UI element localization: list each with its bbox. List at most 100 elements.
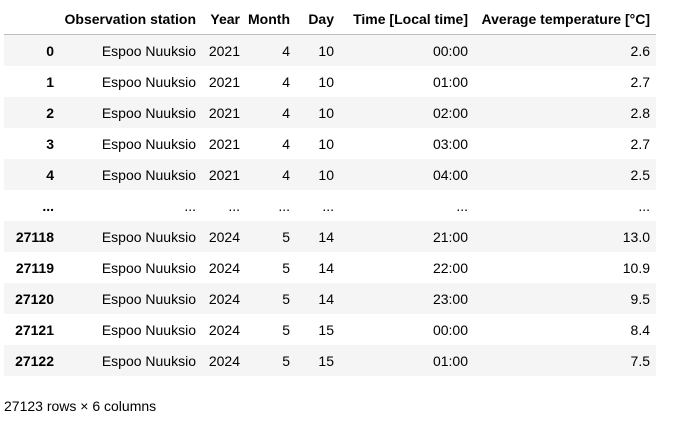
- cell-average-temperature: 2.7: [630, 135, 650, 152]
- cell-average-temperature: 2.6: [630, 42, 650, 59]
- cell-year: 2021: [208, 135, 240, 152]
- header-row: Observation station Year Month Day Time …: [4, 4, 656, 35]
- cell-time: 02:00: [432, 104, 468, 121]
- cell-month: 5: [282, 290, 290, 307]
- cell-month: 4: [282, 166, 290, 183]
- cell-time: 22:00: [432, 259, 468, 276]
- header-year: Year: [202, 4, 244, 35]
- cell-average-temperature: ...: [638, 197, 650, 214]
- cell-month: 4: [282, 135, 290, 152]
- cell-year: 2024: [208, 290, 240, 307]
- header-day: Day: [294, 4, 341, 35]
- cell-time: 01:00: [432, 352, 468, 369]
- cell-month: ...: [278, 197, 290, 214]
- table-row: 27119 Espoo Nuuksio 2024 5 14 22:00 10.9: [4, 252, 656, 283]
- row-index: 27121: [15, 321, 54, 338]
- cell-time: 01:00: [432, 73, 468, 90]
- row-index: 2: [46, 104, 54, 121]
- table-row: 3 Espoo Nuuksio 2021 4 10 03:00 2.7: [4, 128, 656, 159]
- cell-year: 2024: [208, 321, 240, 338]
- cell-average-temperature: 8.4: [630, 321, 650, 338]
- cell-day: 15: [318, 321, 334, 338]
- table-row: 1 Espoo Nuuksio 2021 4 10 01:00 2.7: [4, 66, 656, 97]
- row-index: 4: [46, 166, 54, 183]
- cell-observation-station: Espoo Nuuksio: [101, 352, 196, 369]
- row-index: 0: [46, 42, 54, 59]
- cell-month: 4: [282, 73, 290, 90]
- header-observation-station: Observation station: [58, 4, 202, 35]
- table-row: 27120 Espoo Nuuksio 2024 5 14 23:00 9.5: [4, 283, 656, 314]
- cell-month: 5: [282, 259, 290, 276]
- table-row: 27118 Espoo Nuuksio 2024 5 14 21:00 13.0: [4, 221, 656, 252]
- cell-year: 2021: [208, 42, 240, 59]
- table-row: 27122 Espoo Nuuksio 2024 5 15 01:00 7.5: [4, 345, 656, 376]
- cell-average-temperature: 2.8: [630, 104, 650, 121]
- cell-year: 2021: [208, 73, 240, 90]
- table-row: .....................: [4, 190, 656, 221]
- cell-average-temperature: 2.5: [630, 166, 650, 183]
- cell-observation-station: ...: [184, 197, 196, 214]
- cell-day: 10: [318, 135, 334, 152]
- cell-day: 10: [318, 166, 334, 183]
- row-index: 27119: [15, 259, 54, 276]
- cell-average-temperature: 13.0: [622, 228, 650, 245]
- cell-day: 15: [318, 352, 334, 369]
- cell-month: 4: [282, 42, 290, 59]
- cell-average-temperature: 7.5: [630, 352, 650, 369]
- cell-time: 00:00: [432, 321, 468, 338]
- cell-day: 14: [318, 290, 334, 307]
- cell-day: 14: [318, 228, 334, 245]
- cell-year: ...: [228, 197, 240, 214]
- cell-year: 2021: [208, 104, 240, 121]
- table-body: 0 Espoo Nuuksio 2021 4 10 00:00 2.6 1 Espoo Nuuk…: [4, 34, 656, 376]
- cell-average-temperature: 10.9: [622, 259, 650, 276]
- header-index: [4, 4, 58, 35]
- row-index: 1: [46, 73, 54, 90]
- cell-day: 10: [318, 73, 334, 90]
- dataframe-output: Observation station Year Month Day Time …: [4, 4, 656, 376]
- cell-observation-station: Espoo Nuuksio: [101, 104, 196, 121]
- cell-year: 2024: [208, 352, 240, 369]
- cell-time: 04:00: [432, 166, 468, 183]
- cell-day: ...: [322, 197, 334, 214]
- cell-month: 5: [282, 352, 290, 369]
- cell-year: 2024: [208, 228, 240, 245]
- cell-month: 4: [282, 104, 290, 121]
- row-index: 27118: [15, 228, 54, 245]
- cell-average-temperature: 9.5: [630, 290, 650, 307]
- dataframe-table: Observation station Year Month Day Time …: [4, 4, 656, 376]
- row-index: 3: [46, 135, 54, 152]
- cell-year: 2021: [208, 166, 240, 183]
- cell-time: 03:00: [432, 135, 468, 152]
- cell-time: 23:00: [432, 290, 468, 307]
- cell-day: 10: [318, 104, 334, 121]
- cell-average-temperature: 2.7: [630, 73, 650, 90]
- table-row: 2 Espoo Nuuksio 2021 4 10 02:00 2.8: [4, 97, 656, 128]
- row-index: 27120: [15, 290, 54, 307]
- table-row: 4 Espoo Nuuksio 2021 4 10 04:00 2.5: [4, 159, 656, 190]
- table-row: 0 Espoo Nuuksio 2021 4 10 00:00 2.6: [4, 34, 656, 66]
- cell-observation-station: Espoo Nuuksio: [101, 228, 196, 245]
- cell-time: 21:00: [432, 228, 468, 245]
- cell-day: 10: [318, 42, 334, 59]
- header-month: Month: [244, 4, 294, 35]
- table-row: 27121 Espoo Nuuksio 2024 5 15 00:00 8.4: [4, 314, 656, 345]
- cell-observation-station: Espoo Nuuksio: [101, 166, 196, 183]
- row-index: 27122: [15, 352, 54, 369]
- table-header: Observation station Year Month Day Time …: [4, 4, 656, 35]
- header-time: Time [Local time]: [341, 4, 472, 35]
- header-average-temperature: Average temperature [°C]: [472, 4, 656, 35]
- shape-summary: 27123 rows × 6 columns: [4, 398, 157, 414]
- cell-time: ...: [456, 197, 468, 214]
- cell-observation-station: Espoo Nuuksio: [101, 73, 196, 90]
- cell-observation-station: Espoo Nuuksio: [101, 259, 196, 276]
- cell-day: 14: [318, 259, 334, 276]
- row-index: ...: [42, 197, 54, 214]
- cell-year: 2024: [208, 259, 240, 276]
- cell-time: 00:00: [432, 42, 468, 59]
- cell-observation-station: Espoo Nuuksio: [101, 321, 196, 338]
- cell-observation-station: Espoo Nuuksio: [101, 290, 196, 307]
- cell-observation-station: Espoo Nuuksio: [101, 42, 196, 59]
- cell-observation-station: Espoo Nuuksio: [101, 135, 196, 152]
- cell-month: 5: [282, 228, 290, 245]
